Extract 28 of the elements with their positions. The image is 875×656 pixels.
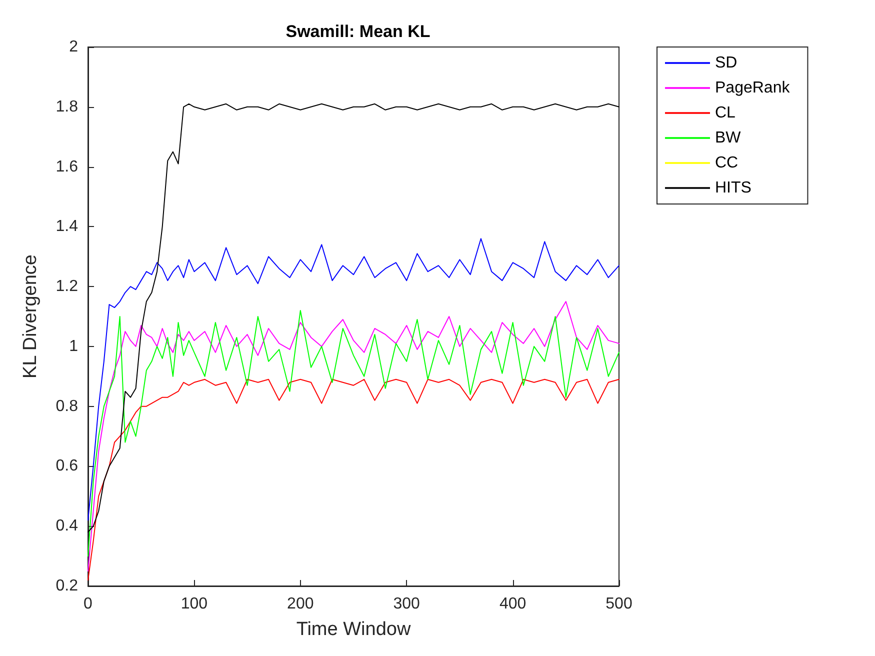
y-axis-title: KL Divergence xyxy=(20,254,41,378)
legend-label: CC xyxy=(715,154,738,172)
y-tick-label: 1.6 xyxy=(56,158,78,176)
x-tick-label: 200 xyxy=(287,596,314,612)
line-series xyxy=(88,238,620,521)
x-tick-label: 300 xyxy=(393,596,420,612)
y-tick-label: 1.4 xyxy=(56,218,78,236)
chart-title: Swamill: Mean KL xyxy=(286,22,430,41)
y-tick-label: 1.2 xyxy=(56,278,78,296)
legend-label: CL xyxy=(715,104,736,122)
x-tick-label: 100 xyxy=(180,596,208,612)
line-series xyxy=(88,103,620,533)
y-tick-label: 1.8 xyxy=(56,98,78,116)
x-tick-label: 0 xyxy=(84,596,93,612)
legend-label: HITS xyxy=(715,180,752,196)
legend-label: PageRank xyxy=(715,80,791,96)
legend-label: SD xyxy=(715,54,738,72)
line-series xyxy=(88,378,620,581)
y-tick-label: 0.4 xyxy=(56,518,78,535)
x-tick-label: 500 xyxy=(606,596,632,612)
y-tick-label: 0.2 xyxy=(56,578,78,594)
y-tick-label: 1 xyxy=(69,338,78,355)
x-axis-title: Time Window xyxy=(296,619,411,640)
y-tick-label: 2 xyxy=(69,38,78,56)
legend-label: BW xyxy=(715,130,742,146)
x-tick-label: 400 xyxy=(499,596,526,612)
y-tick-label: 0.8 xyxy=(56,398,78,415)
y-tick-label: 0.6 xyxy=(56,458,78,475)
